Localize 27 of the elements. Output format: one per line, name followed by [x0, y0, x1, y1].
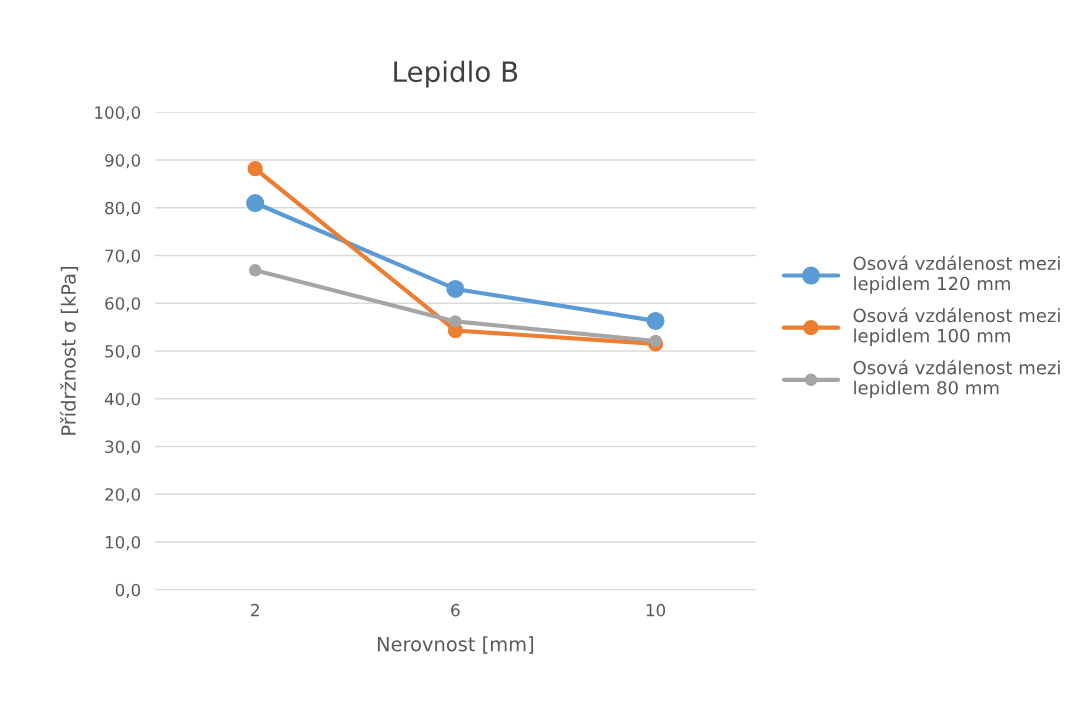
y-tick-label: 100,0 [95, 106, 141, 121]
x-tick-label: 10 [646, 603, 666, 617]
y-tick-label: 90,0 [105, 154, 141, 169]
y-tick-label: 70,0 [105, 249, 141, 264]
x-tick-label: 2 [251, 603, 259, 617]
point [247, 161, 263, 177]
point [248, 264, 262, 277]
y-tick-label: 10,0 [105, 535, 141, 551]
x-tick-label: 6 [451, 603, 460, 617]
y-tick-label: 20,0 [105, 488, 141, 503]
y-tick-label: 50,0 [105, 344, 141, 360]
point [246, 193, 265, 213]
x-axis-title: Nerovnost [mm] [377, 636, 534, 654]
y-axis-title: Přídržnost σ [kPa] [59, 267, 79, 435]
y-tick-label: 30,0 [105, 440, 141, 455]
y-tick-label: 60,0 [105, 297, 141, 312]
y-tick-label: 0,0 [115, 583, 141, 598]
point [646, 311, 665, 330]
chart-title: Lepidlo B [394, 60, 518, 88]
point [449, 315, 462, 328]
legend-label: Osová vzdálenost mezi lepidlem 120 mm [853, 255, 1060, 294]
legend-label: Osová vzdálenost mezi lepidlem 80 mm [853, 359, 1060, 399]
point [446, 279, 465, 298]
legend-label: Osová vzdálenost mezi lepidlem 100 mm [853, 307, 1060, 346]
y-tick-label: 40,0 [104, 392, 141, 408]
point [649, 334, 662, 348]
y-tick-label: 80,0 [105, 201, 141, 217]
